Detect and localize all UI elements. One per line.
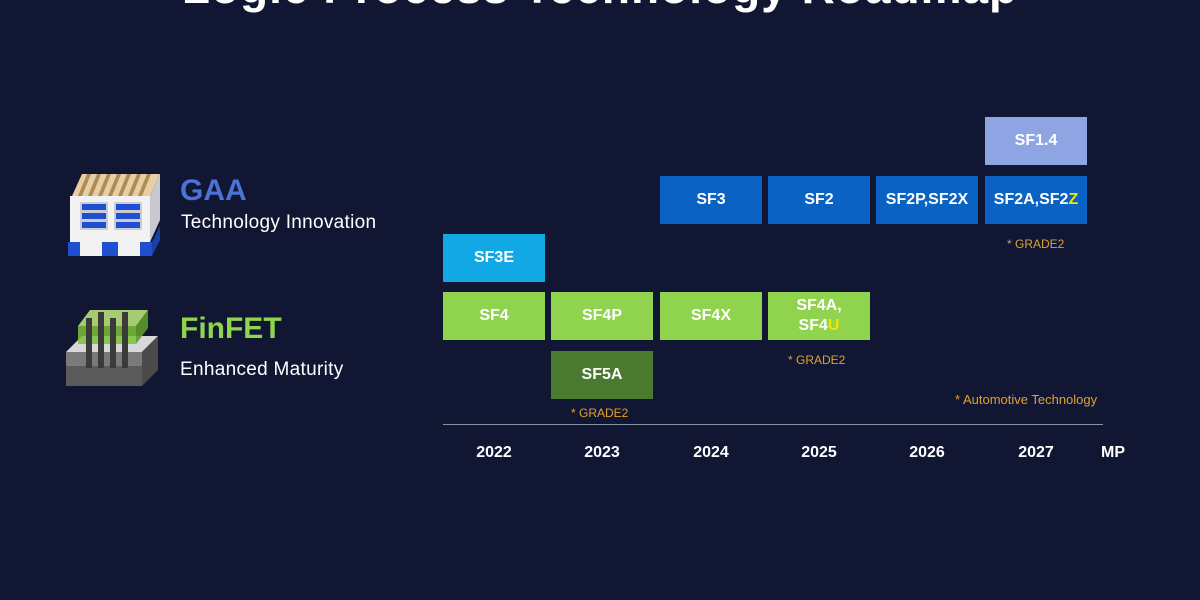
- finfet-subtitle: Enhanced Maturity: [180, 359, 344, 380]
- node-sf2a-sf2z-label: SF2A,SF2: [993, 191, 1069, 208]
- node-sf4a-label: SF4A,: [796, 297, 842, 314]
- gaa-subtitle: Technology Innovation: [181, 212, 377, 233]
- node-sf3: SF3: [660, 176, 762, 224]
- note-grade2-2025: * GRADE2: [788, 353, 846, 367]
- finfet-transistor-icon: [66, 310, 158, 386]
- gaa-title: GAA: [180, 174, 247, 207]
- node-sf4u-label: SF4: [798, 317, 828, 334]
- node-sf5a: SF5A: [551, 351, 653, 399]
- gaa-transistor-icon: [68, 174, 160, 256]
- note-grade2-2027: * GRADE2: [1007, 237, 1065, 251]
- node-sf2a-sf2z: SF2A,SF2 Z: [985, 176, 1087, 224]
- year-2027: 2027: [1018, 444, 1054, 461]
- note-automotive-technology: * Automotive Technology: [955, 392, 1098, 407]
- node-sf1-4: SF1.4: [985, 117, 1087, 165]
- node-sf4u-highlight: U: [827, 317, 840, 334]
- node-sf3e: SF3E: [443, 234, 545, 282]
- node-sf4p: SF4P: [551, 292, 653, 340]
- node-sf4: SF4: [443, 292, 545, 340]
- finfet-title: FinFET: [180, 312, 282, 345]
- node-sf4a-sf4u: SF4A, SF4U: [768, 292, 870, 340]
- node-sf4u-line: SF4U: [799, 316, 840, 336]
- node-sf2z-highlight: Z: [1068, 191, 1079, 208]
- node-sf4x: SF4X: [660, 292, 762, 340]
- note-grade2-2023: * GRADE2: [571, 406, 629, 420]
- year-2024: 2024: [693, 444, 729, 461]
- year-2022: 2022: [476, 444, 512, 461]
- page-title: Logic Process Technology Roadmap: [0, 0, 1200, 14]
- timeline-axis-line: [443, 424, 1103, 425]
- axis-end-label-mp: MP: [1101, 444, 1125, 461]
- year-2025: 2025: [801, 444, 837, 461]
- year-2023: 2023: [584, 444, 620, 461]
- year-2026: 2026: [909, 444, 945, 461]
- node-sf2: SF2: [768, 176, 870, 224]
- node-sf2p-sf2x: SF2P,SF2X: [876, 176, 978, 224]
